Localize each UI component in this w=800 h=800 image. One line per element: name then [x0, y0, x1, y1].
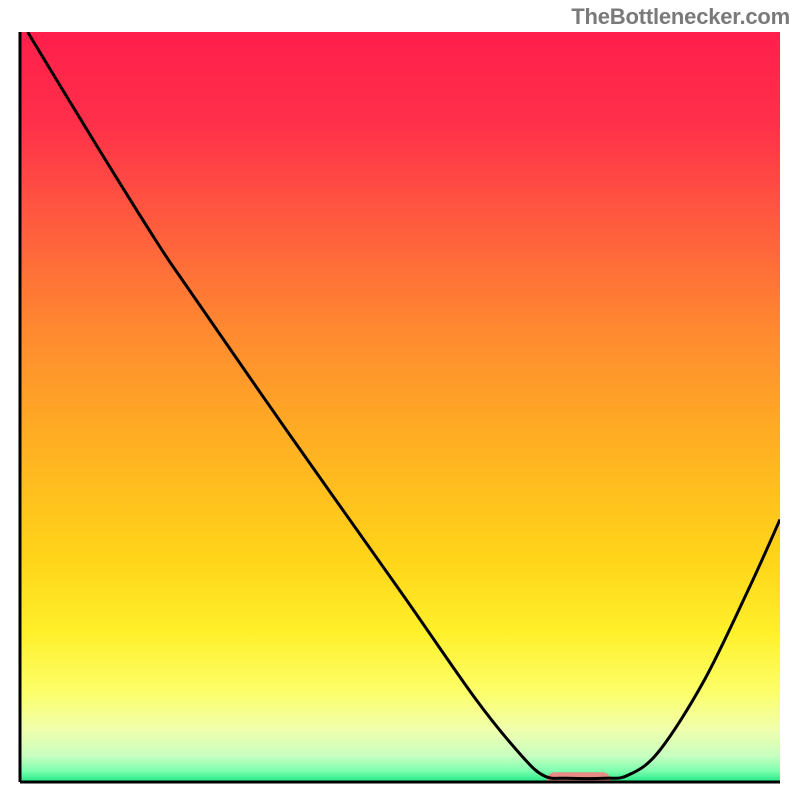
chart-container: { "watermark": { "text": "TheBottlenecke…	[0, 0, 800, 800]
bottleneck-chart	[0, 0, 800, 800]
watermark-text: TheBottlenecker.com	[571, 4, 790, 30]
gradient-background	[20, 32, 780, 782]
